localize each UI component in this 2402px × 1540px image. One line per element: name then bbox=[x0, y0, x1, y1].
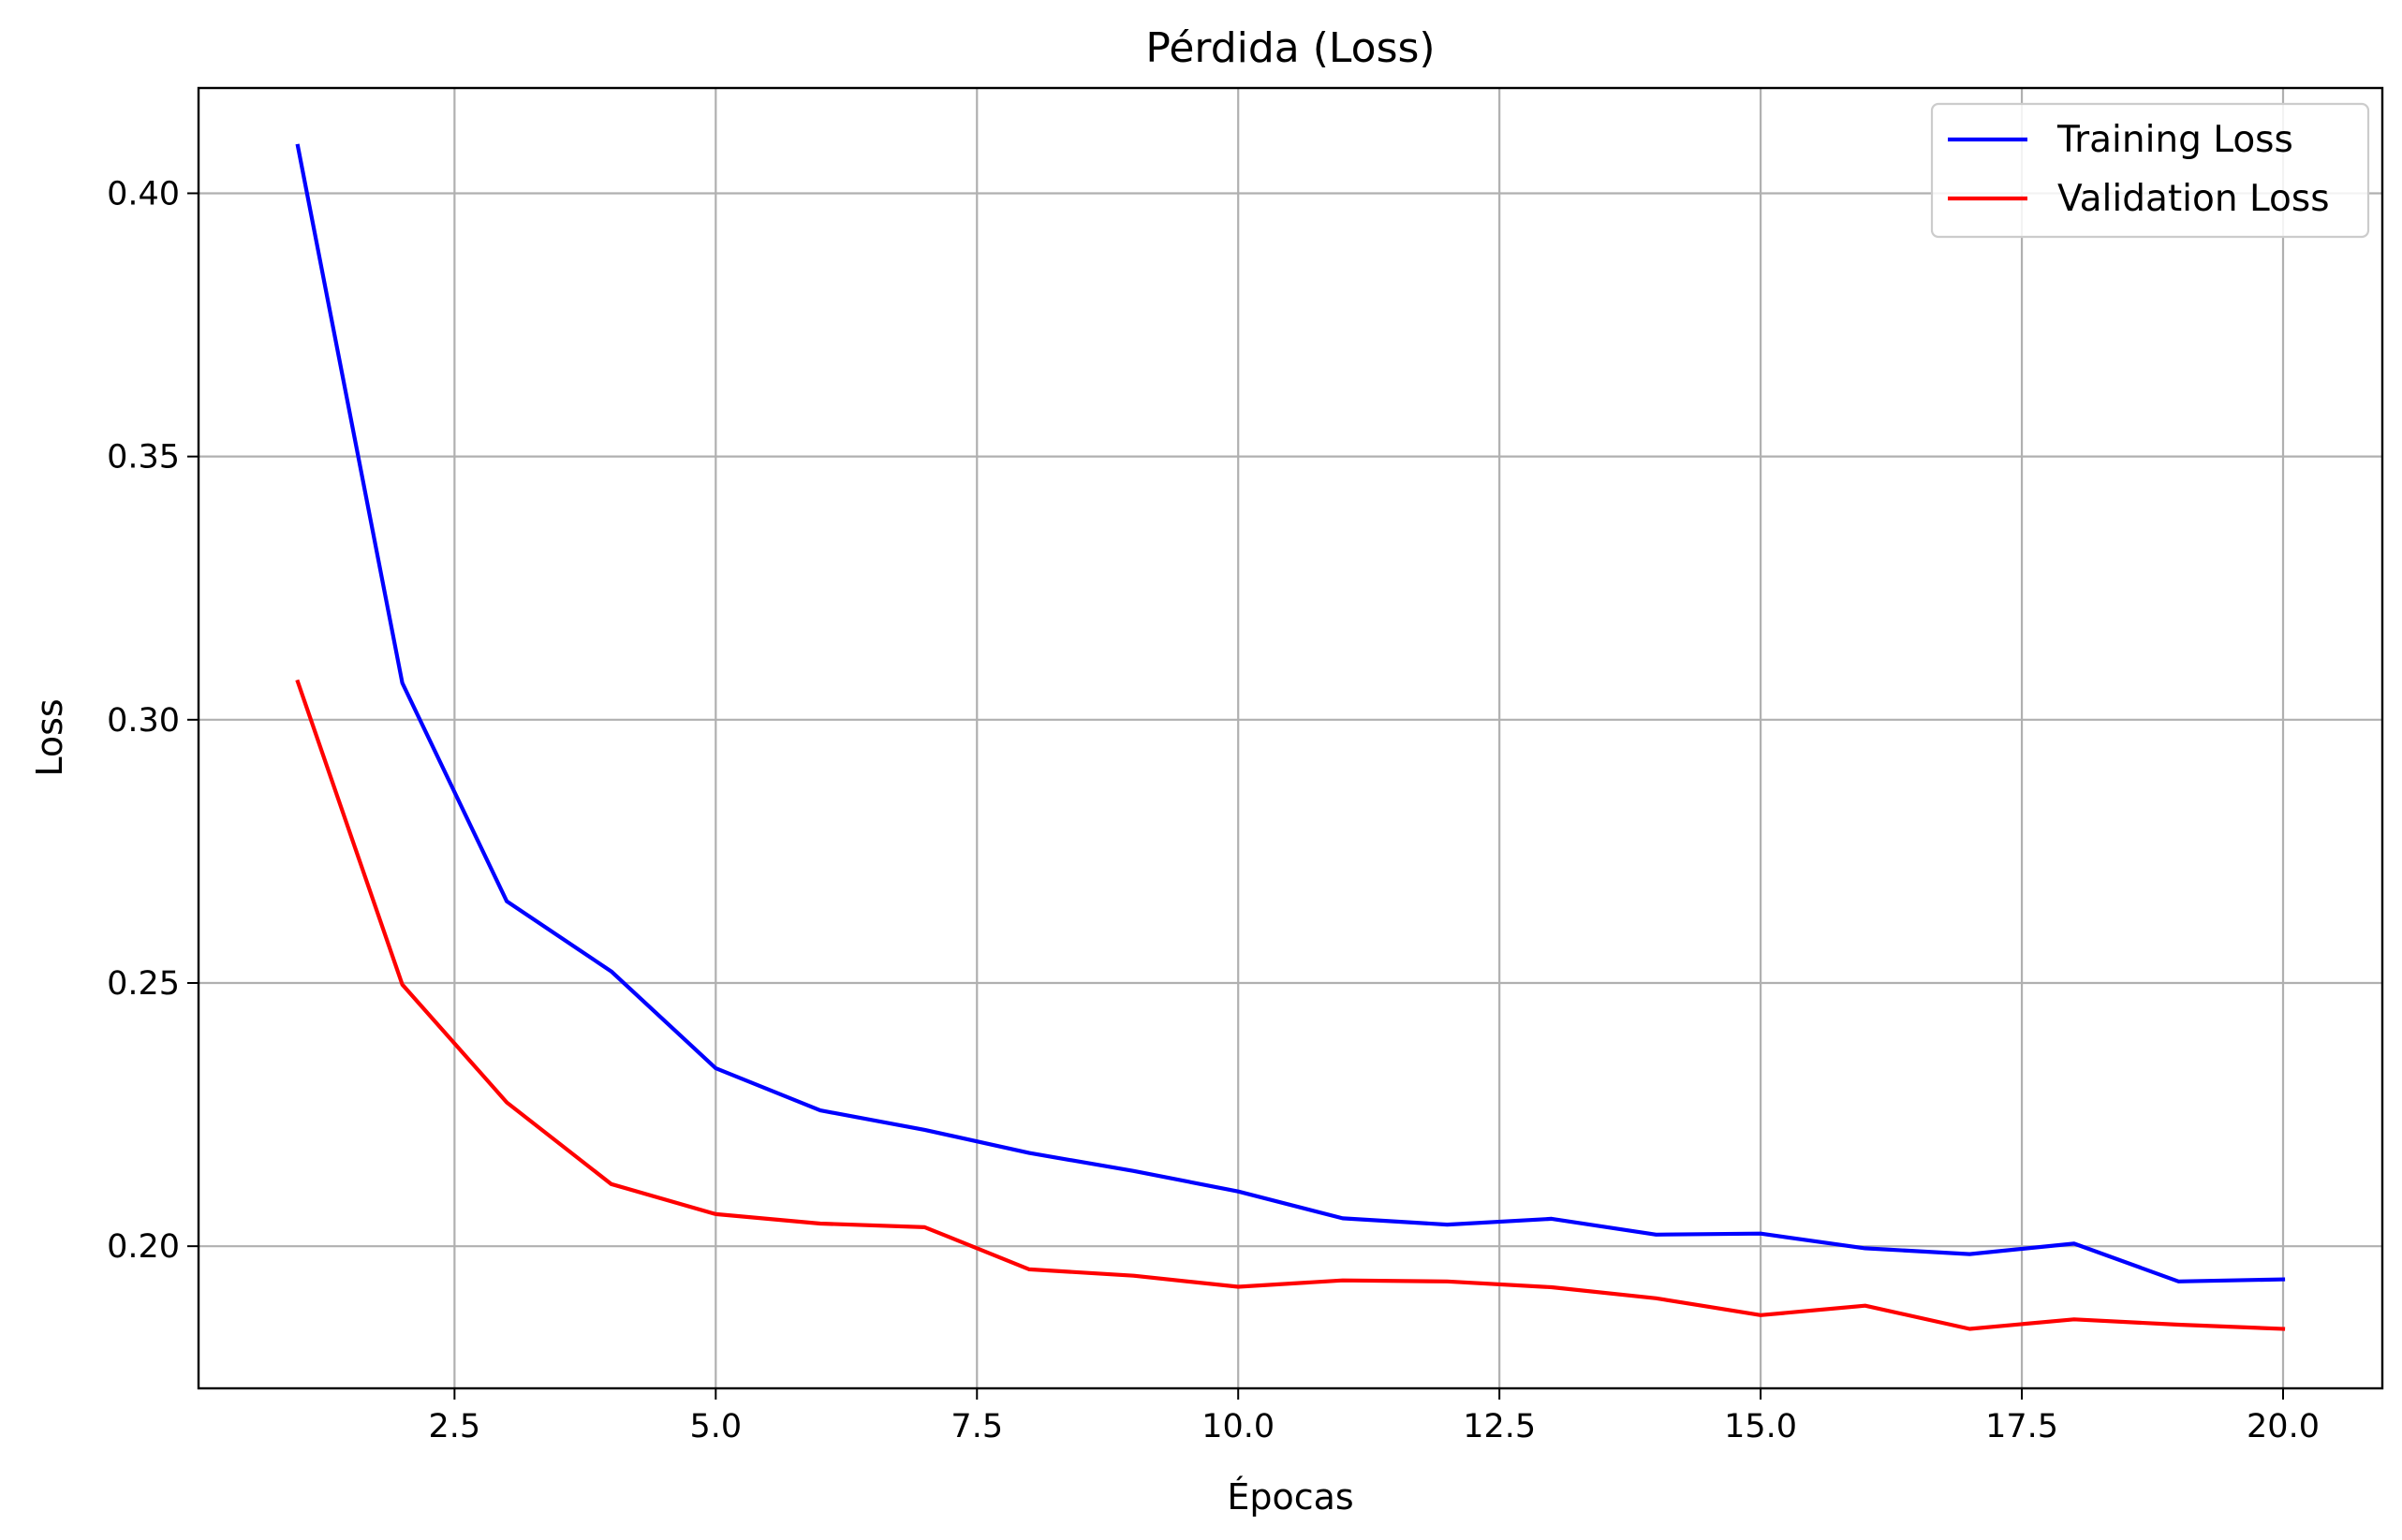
x-tick-label: 2.5 bbox=[429, 1408, 481, 1445]
x-tick-label: 10.0 bbox=[1201, 1408, 1275, 1445]
legend-label-training-loss: Training Loss bbox=[2056, 119, 2293, 161]
legend-entry-validation-loss: Validation Loss bbox=[1948, 178, 2330, 220]
legend: Training Loss Validation Loss bbox=[1930, 102, 2370, 239]
grid-lines bbox=[199, 88, 2382, 1388]
x-tick-label: 17.5 bbox=[1985, 1408, 2058, 1445]
legend-label-validation-loss: Validation Loss bbox=[2057, 178, 2330, 220]
x-tick-label: 5.0 bbox=[689, 1408, 742, 1445]
x-axis-label: Épocas bbox=[1227, 1476, 1353, 1518]
series-line-training-loss bbox=[295, 143, 2286, 1283]
series-line-validation-loss bbox=[295, 679, 2286, 1331]
x-tick-label: 7.5 bbox=[950, 1408, 1003, 1445]
axis-ticks: 2.5 5.0 7.5 10.0 12.5 15.0 17.5 20.0 0.20 0.25 0.3… bbox=[107, 175, 2320, 1445]
y-tick-label: 0.40 bbox=[107, 175, 180, 213]
y-tick-label: 0.35 bbox=[107, 439, 180, 477]
legend-box bbox=[1930, 102, 2370, 239]
legend-entry-training-loss: Training Loss bbox=[1948, 119, 2293, 161]
x-tick-label: 15.0 bbox=[1724, 1408, 1797, 1445]
chart-title: Pérdida (Loss) bbox=[1145, 24, 1435, 72]
x-tick-label: 20.0 bbox=[2247, 1408, 2320, 1445]
plot-series bbox=[295, 143, 2286, 1331]
y-axis-label: Loss bbox=[29, 698, 70, 776]
y-tick-label: 0.25 bbox=[107, 965, 180, 1003]
plot-frame bbox=[197, 86, 2384, 1390]
x-tick-label: 12.5 bbox=[1463, 1408, 1536, 1445]
y-tick-label: 0.30 bbox=[107, 702, 180, 740]
y-tick-label: 0.20 bbox=[107, 1228, 180, 1266]
